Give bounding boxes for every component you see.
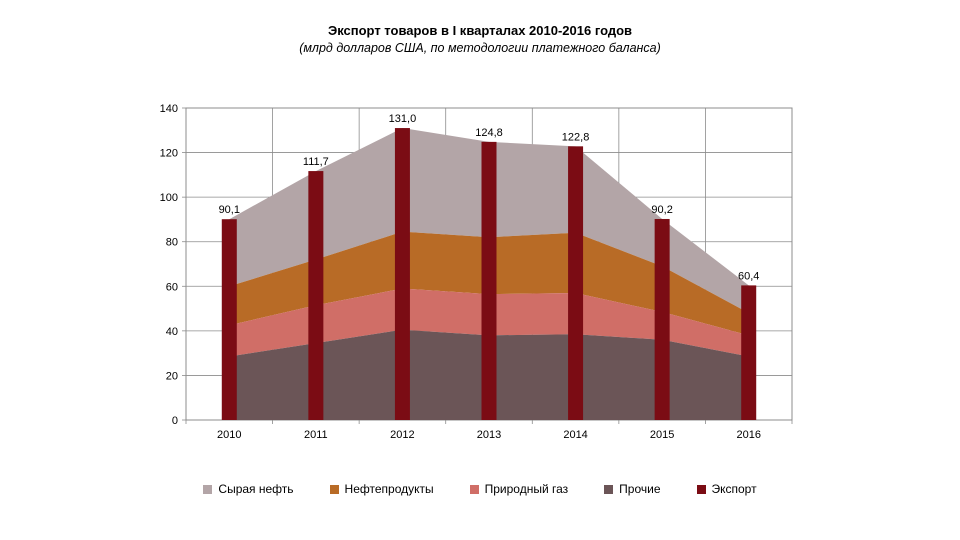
legend-swatch-crude-oil <box>203 484 213 494</box>
legend-swatch-export <box>696 484 706 494</box>
x-tick-label: 2014 <box>563 429 587 441</box>
legend-item-natural-gas: Природный газ <box>469 482 569 496</box>
x-tick-label: 2015 <box>650 429 674 441</box>
legend-label-crude-oil: Сырая нефть <box>218 482 294 496</box>
x-tick-label: 2012 <box>390 429 414 441</box>
legend-label-oil-products: Нефтепродукты <box>344 482 434 496</box>
export-bar-label: 90,2 <box>651 204 672 216</box>
legend-label-export: Экспорт <box>711 482 757 496</box>
y-tick-label: 20 <box>166 370 178 382</box>
legend-item-other: Прочие <box>604 482 661 496</box>
export-bar-label: 122,8 <box>562 131 590 143</box>
x-tick-label: 2016 <box>736 429 760 441</box>
chart-subtitle: (млрд долларов США, по методологии плате… <box>299 41 661 55</box>
y-tick-label: 100 <box>160 192 178 204</box>
export-bar-label: 131,0 <box>389 113 417 125</box>
y-tick-label: 40 <box>166 326 178 338</box>
export-bar <box>741 285 757 420</box>
legend-swatch-natural-gas <box>469 484 479 494</box>
y-tick-label: 140 <box>160 103 178 115</box>
x-tick-label: 2013 <box>477 429 501 441</box>
export-bar <box>394 128 410 421</box>
legend-item-crude-oil: Сырая нефть <box>203 482 294 496</box>
export-bar <box>654 218 670 420</box>
legend-item-export: Экспорт <box>696 482 757 496</box>
legend-label-other: Прочие <box>619 482 661 496</box>
export-bar-label: 124,8 <box>475 127 503 139</box>
legend-item-oil-products: Нефтепродукты <box>329 482 434 496</box>
x-tick-label: 2011 <box>304 429 328 441</box>
y-tick-label: 0 <box>172 415 178 427</box>
legend-swatch-oil-products <box>329 484 339 494</box>
export-bar <box>481 141 497 421</box>
y-tick-label: 120 <box>160 148 178 160</box>
export-bar <box>221 219 237 420</box>
y-tick-label: 60 <box>166 281 178 293</box>
export-bar-label: 111,7 <box>303 156 329 168</box>
y-tick-label: 80 <box>166 237 178 249</box>
export-bar <box>308 171 324 420</box>
export-bar <box>568 146 584 420</box>
x-tick-label: 2010 <box>217 429 241 441</box>
legend-swatch-other <box>604 484 614 494</box>
export-bar-label: 90,1 <box>219 204 240 216</box>
export-bar-label: 60,4 <box>738 270 759 282</box>
legend-label-natural-gas: Природный газ <box>484 482 569 496</box>
chart-legend: Сырая нефть Нефтепродукты Природный газ … <box>0 482 960 496</box>
chart-title: Экспорт товаров в I кварталах 2010-2016 … <box>327 23 633 38</box>
